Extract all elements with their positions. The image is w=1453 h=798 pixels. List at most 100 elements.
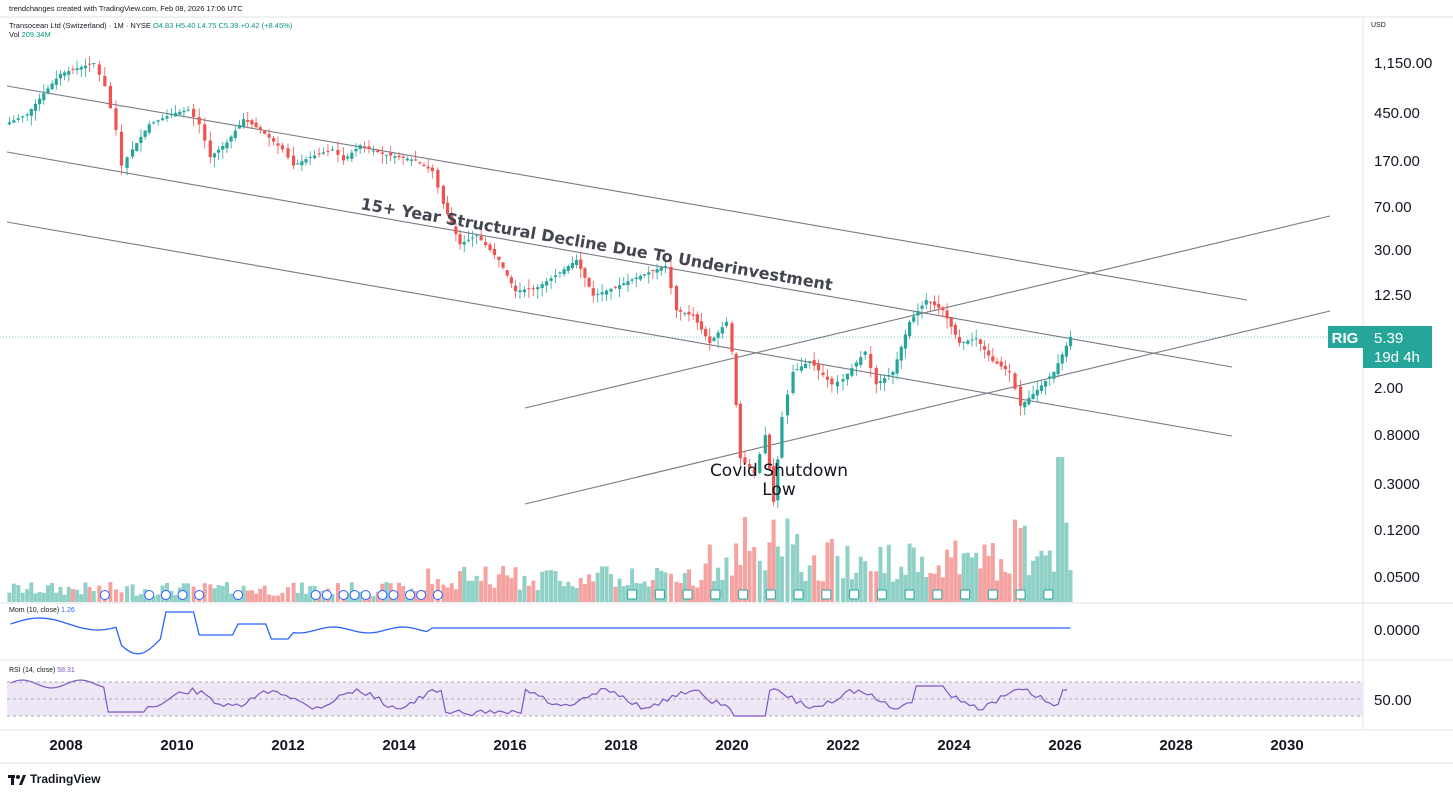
- covid-annotation-line1[interactable]: Covid Shutdown: [710, 461, 848, 481]
- candle-body: [730, 323, 734, 352]
- candle-body: [1007, 371, 1012, 373]
- candle-body: [63, 72, 67, 76]
- momentum-legend[interactable]: Mom (10, close) 1.26: [9, 607, 75, 614]
- candle-body: [1052, 371, 1056, 379]
- candle-body: [114, 108, 118, 130]
- currency-label[interactable]: USD: [1371, 22, 1386, 29]
- volume-bar: [646, 586, 651, 602]
- candle-body: [974, 338, 978, 340]
- volume-bar: [1035, 556, 1040, 602]
- candle-body: [466, 239, 470, 241]
- volume-bar: [752, 546, 757, 602]
- tradingview-logo[interactable]: TradingView: [8, 772, 100, 786]
- volume-bar: [920, 556, 925, 602]
- covid-annotation-line2[interactable]: Low: [762, 480, 796, 500]
- price-axis[interactable]: 1,150.00 450.00 170.00 70.00 30.00 12.50…: [1374, 55, 1432, 709]
- volume-bar: [578, 577, 583, 602]
- candle-body: [197, 117, 201, 125]
- candle-body: [966, 340, 970, 344]
- volume-bar: [358, 591, 363, 602]
- candle-body: [169, 114, 174, 116]
- volume-legend[interactable]: Vol 209.34M: [9, 30, 51, 39]
- candle-body: [795, 369, 799, 371]
- volume-bar: [591, 581, 596, 602]
- volume-bar: [505, 575, 510, 602]
- rsi-legend[interactable]: RSI (14, close) 58.31: [9, 667, 75, 674]
- candle-body: [483, 242, 488, 246]
- volume-bar: [245, 590, 250, 602]
- candle-body: [903, 334, 908, 349]
- candle-body: [679, 309, 683, 312]
- volume-bar: [674, 581, 679, 602]
- candle-body: [669, 266, 673, 289]
- rising-channel-bottom[interactable]: [524, 310, 1331, 505]
- candle-body: [613, 286, 618, 288]
- ohlc-low: L4.75: [197, 21, 217, 30]
- volume-value: 209.34M: [21, 30, 51, 39]
- time-axis[interactable]: 2008 2010 2012 2014 2016 2018 2020 2022 …: [49, 737, 1303, 754]
- volume-bar: [156, 594, 161, 602]
- volume-bar: [384, 582, 389, 602]
- candle-body: [887, 374, 891, 377]
- rising-channel-top[interactable]: [524, 215, 1331, 409]
- rsi-tick: 50.00: [1374, 692, 1412, 709]
- candle-body: [414, 159, 418, 161]
- candle-body: [454, 226, 458, 235]
- candle-body: [308, 157, 312, 159]
- candle-body: [280, 145, 285, 150]
- volume-bar: [730, 575, 734, 602]
- volume-bar: [130, 584, 135, 602]
- candle-body: [286, 148, 290, 158]
- volume-bar: [678, 582, 683, 602]
- volume-bar: [470, 580, 475, 602]
- candle-body: [354, 148, 358, 152]
- candle-body: [734, 353, 738, 405]
- momentum-value: 1.26: [61, 607, 75, 614]
- middle-channel-line[interactable]: [6, 151, 1233, 368]
- volume-bar: [767, 542, 772, 602]
- symbol-legend[interactable]: Transocean Ltd (Switzerland) · 1M · NYSE…: [9, 21, 292, 30]
- volume-bar: [863, 561, 868, 602]
- volume-bar: [87, 587, 92, 602]
- volume-bar: [449, 583, 454, 602]
- volume-bar: [895, 578, 900, 602]
- volume-bar: [650, 579, 655, 602]
- upper-channel-line[interactable]: [6, 85, 1248, 301]
- volume-bar: [936, 565, 941, 602]
- volume-bar: [911, 547, 916, 602]
- dividend-marker: [349, 590, 360, 600]
- candle-body: [208, 140, 212, 158]
- volume-bar: [58, 586, 63, 602]
- earnings-marker: [876, 589, 887, 600]
- trend-lines[interactable]: [6, 85, 1331, 505]
- candle-body: [738, 403, 742, 459]
- decline-annotation[interactable]: 15+ Year Structural Decline Due To Under…: [359, 194, 834, 294]
- volume-bar: [582, 584, 587, 602]
- candle-body: [816, 363, 821, 371]
- volume-bar: [907, 543, 912, 602]
- candle-body: [941, 307, 945, 311]
- candle-body: [75, 68, 79, 71]
- candle-body: [25, 114, 29, 116]
- volume-bar: [488, 584, 493, 602]
- candle-body: [659, 267, 663, 271]
- price-tick: 2.00: [1374, 380, 1403, 397]
- volume-bar: [663, 572, 668, 602]
- candle-body: [192, 108, 196, 117]
- momentum-tick: 0.0000: [1374, 622, 1420, 639]
- volume-bar: [785, 518, 790, 602]
- candle-body: [182, 110, 186, 113]
- volume-bar: [970, 557, 975, 602]
- candle-body: [108, 85, 112, 109]
- earnings-marker: [821, 589, 832, 600]
- candle-body: [566, 266, 570, 271]
- candle-body: [418, 162, 422, 164]
- candle-body: [708, 336, 712, 344]
- earnings-marker: [682, 589, 693, 600]
- candle-body: [7, 122, 11, 125]
- candle-body: [600, 292, 604, 295]
- last-price-tag[interactable]: RIG 5.39 19d 4h: [1328, 326, 1432, 368]
- ohlc-change: +0.42 (+8.45%): [240, 21, 293, 30]
- symbol-name[interactable]: Transocean Ltd (Switzerland) · 1M · NYSE: [9, 21, 151, 30]
- candle-body: [859, 357, 863, 366]
